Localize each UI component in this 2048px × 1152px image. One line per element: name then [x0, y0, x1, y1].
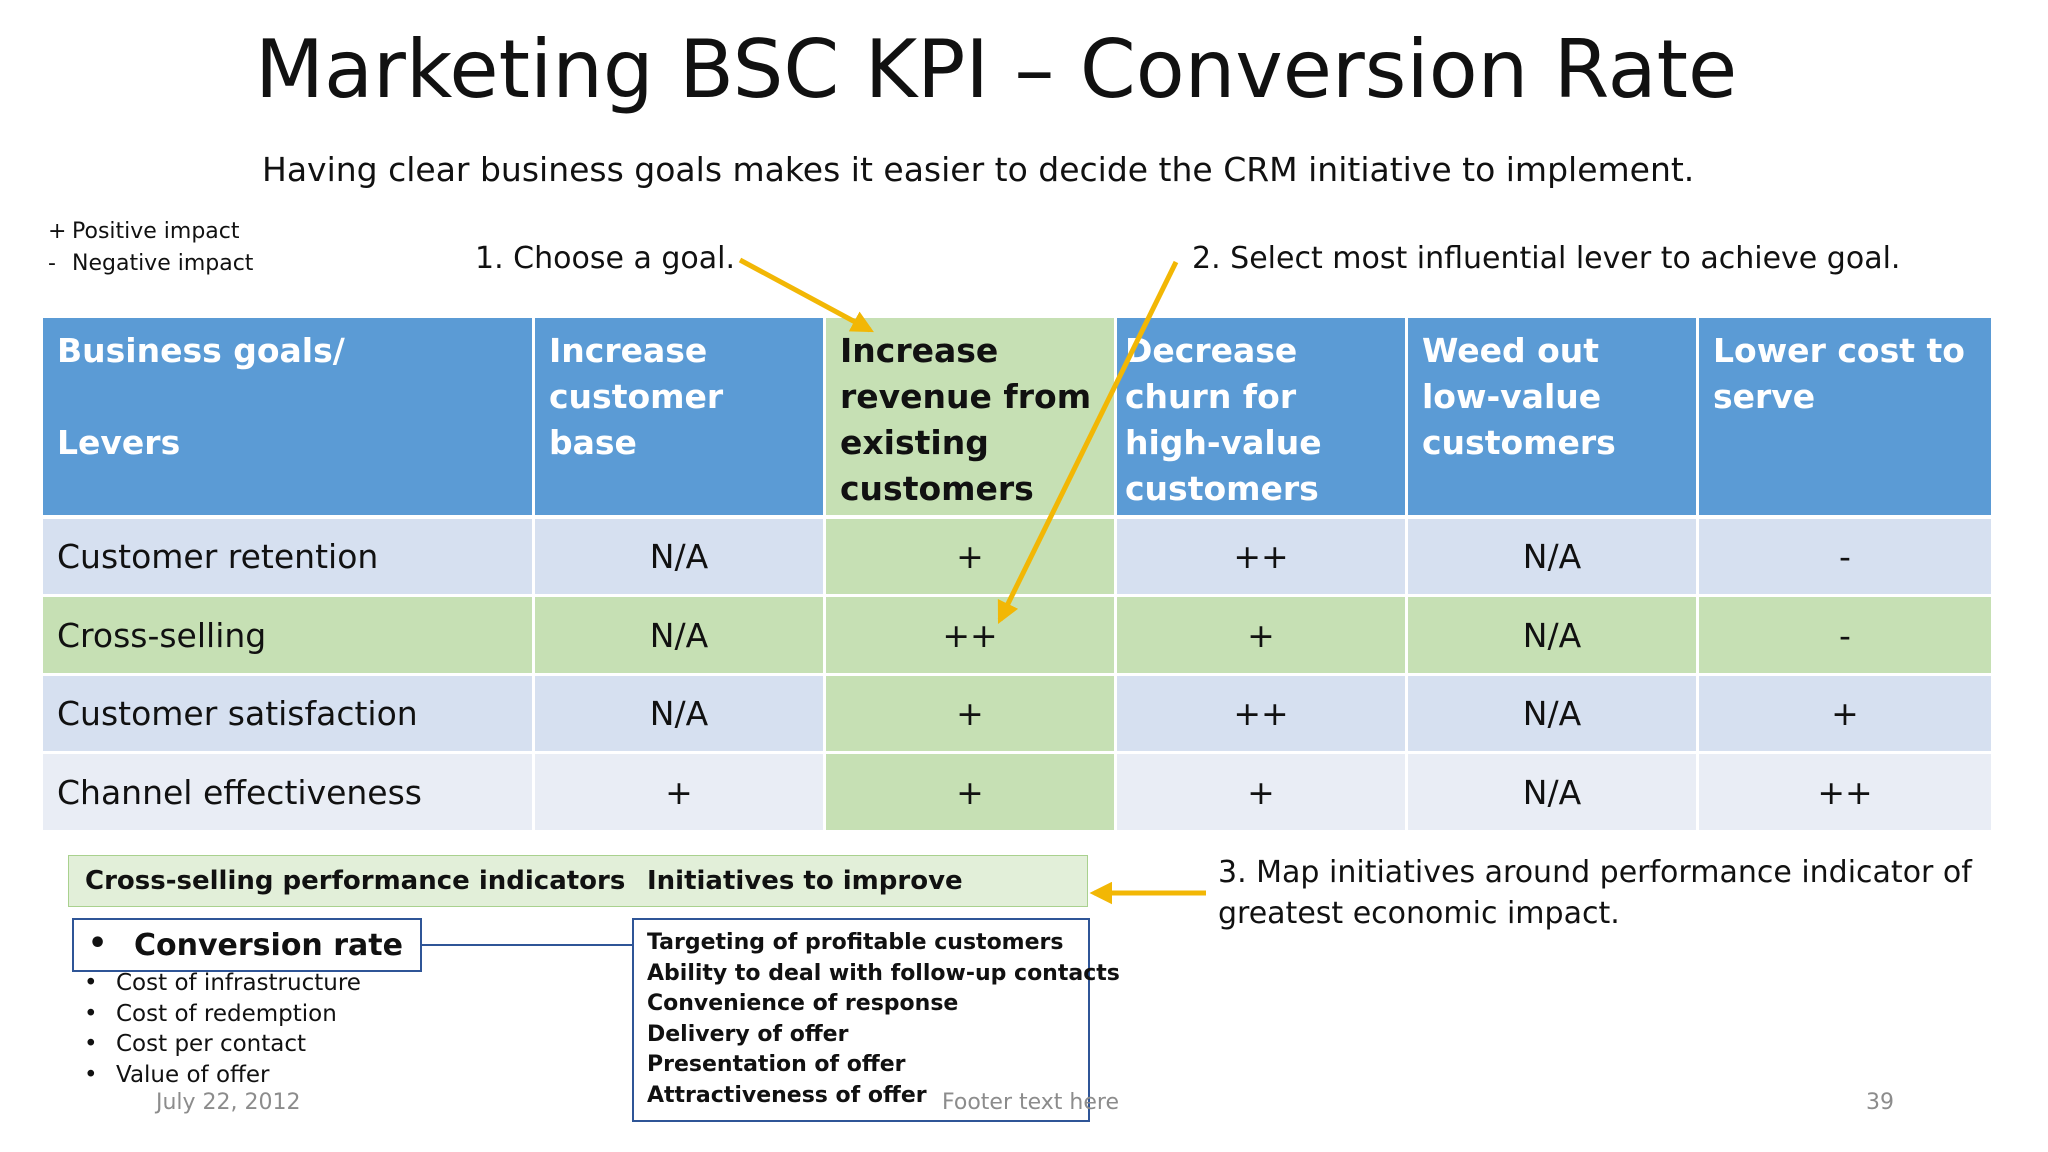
legend-symbol: -: [48, 251, 56, 276]
header-goal: Increase customer base: [535, 318, 823, 515]
impact-cell: N/A: [1408, 676, 1696, 751]
bullet-icon: •: [84, 1000, 98, 1027]
list-item: Attractiveness of offer: [647, 1082, 927, 1108]
indicators-header-right: Initiatives to improve: [647, 866, 963, 896]
selected-indicator: Conversion rate: [134, 928, 403, 963]
header-corner: Business goals/ Levers: [43, 318, 532, 515]
impact-cell: -: [1699, 519, 1991, 594]
impact-cell: +: [826, 676, 1114, 751]
list-item: Presentation of offer: [647, 1052, 906, 1078]
impact-cell: +: [826, 519, 1114, 594]
bullet-icon: •: [84, 970, 98, 996]
lever-label: Customer retention: [43, 519, 532, 594]
impact-cell: N/A: [1408, 519, 1696, 594]
connector-line: [422, 944, 632, 946]
impact-cell: +: [826, 754, 1114, 830]
lever-label: Customer satisfaction: [43, 676, 532, 751]
indicators-header-bar: Cross-selling performance indicators Ini…: [68, 855, 1088, 907]
impact-cell: N/A: [535, 519, 823, 594]
list-item: • Cost of redemption: [84, 999, 361, 1030]
initiatives-box: Targeting of profitable customers Abilit…: [632, 918, 1120, 1122]
indicators-header-left: Cross-selling performance indicators: [85, 866, 626, 896]
list-item: Ability to deal with follow-up contacts: [647, 960, 1120, 986]
impact-cell: ++: [1699, 754, 1991, 830]
impact-legend: + Positive impact - Negative impact: [48, 216, 253, 280]
legend-label: Positive impact: [72, 219, 240, 244]
impact-cell: N/A: [1408, 597, 1696, 673]
impact-cell: +: [1699, 676, 1991, 751]
page-number: 39: [1866, 1090, 1894, 1115]
selected-indicator-box: • Conversion rate: [72, 918, 422, 972]
legend-negative: - Negative impact: [48, 248, 253, 280]
list-item: Delivery of offer: [647, 1021, 849, 1047]
bullet-icon: •: [84, 1031, 98, 1057]
list-item: Targeting of profitable customers: [647, 930, 1064, 955]
impact-cell: ++: [1117, 519, 1405, 594]
kpi-table: Business goals/ Levers Increase customer…: [43, 318, 1991, 830]
list-item: • Cost of infrastructure: [84, 968, 361, 999]
lever-label: Cross-selling: [43, 597, 532, 673]
slide-subtitle: Having clear business goals makes it eas…: [262, 150, 1695, 189]
header-corner-bottom: Levers: [57, 423, 181, 462]
header-goal-highlighted: Increase revenue from existing customers: [826, 318, 1114, 515]
impact-cell: +: [535, 754, 823, 830]
legend-label: Negative impact: [72, 251, 254, 276]
step-2-text: 2. Select most influential lever to achi…: [1192, 241, 1901, 276]
other-indicators-list: • Cost of infrastructure • Cost of redempt…: [84, 968, 361, 1090]
header-goal: Decrease churn for high-value customers: [1117, 318, 1405, 515]
impact-cell: -: [1699, 597, 1991, 673]
impact-cell: +: [1117, 597, 1405, 673]
bullet-icon: •: [84, 1061, 98, 1088]
header-corner-top: Business goals/: [57, 331, 345, 370]
footer-date: July 22, 2012: [156, 1090, 301, 1115]
legend-positive: + Positive impact: [48, 216, 253, 248]
header-goal: Weed out low-value customers: [1408, 318, 1696, 515]
bullet-icon: •: [88, 926, 108, 961]
list-item: • Value of offer: [84, 1060, 361, 1091]
list-item: Convenience of response: [647, 991, 959, 1017]
step-1-text: 1. Choose a goal.: [475, 241, 736, 276]
impact-cell: N/A: [535, 676, 823, 751]
impact-cell: ++: [1117, 676, 1405, 751]
impact-cell: ++: [826, 597, 1114, 673]
legend-symbol: +: [48, 219, 67, 244]
impact-cell: +: [1117, 754, 1405, 830]
step-3-text: 3. Map initiatives around performance in…: [1218, 855, 1972, 931]
footer-text: Footer text here: [942, 1090, 1119, 1115]
impact-cell: N/A: [1408, 754, 1696, 830]
lever-label: Channel effectiveness: [43, 754, 532, 830]
impact-cell: N/A: [535, 597, 823, 673]
header-goal: Lower cost to serve: [1699, 318, 1991, 515]
slide-title: Marketing BSC KPI – Conversion Rate: [255, 23, 1738, 116]
list-item: • Cost per contact: [84, 1029, 361, 1060]
